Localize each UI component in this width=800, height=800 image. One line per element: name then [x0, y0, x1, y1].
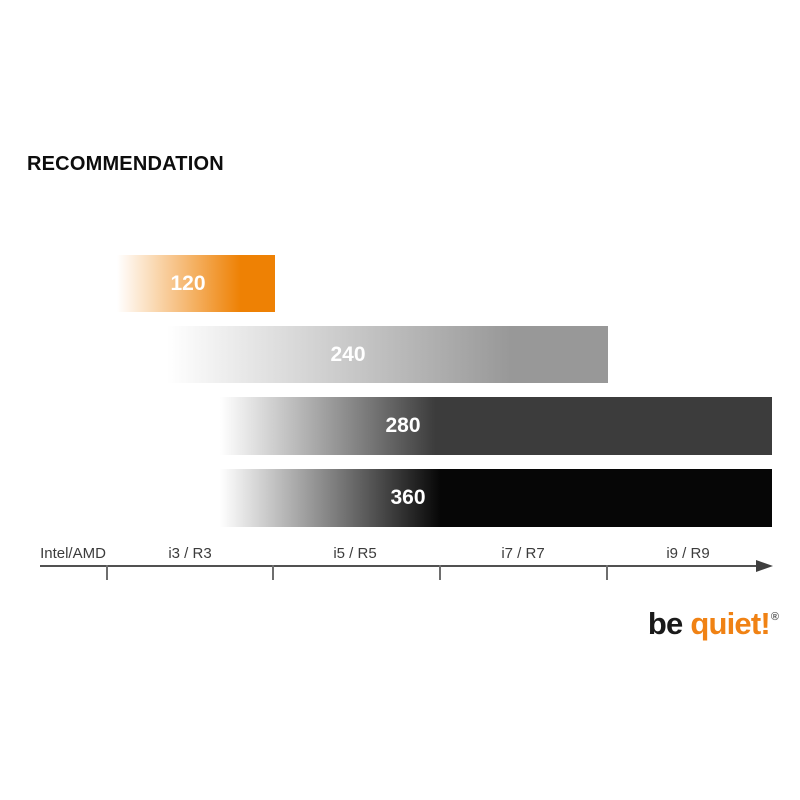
axis-label-i9-r9: i9 / R9 [666, 545, 710, 562]
axis-label-i3-r3: i3 / R3 [168, 545, 212, 562]
bar-row-240: 240 [167, 326, 608, 383]
bar-row-120: 120 [117, 255, 275, 312]
bar-row-360: 360 [220, 469, 772, 527]
axis-tick [272, 565, 274, 580]
registered-trademark-icon: ® [770, 611, 779, 623]
bar-label-360: 360 [390, 486, 426, 509]
bar-label-240: 240 [330, 343, 366, 366]
axis-label-i5-r5: i5 / R5 [333, 545, 377, 562]
axis-label-i7-r7: i7 / R7 [501, 545, 545, 562]
bar-row-280: 280 [220, 397, 772, 455]
be-quiet-logo: be quiet!® [647, 606, 779, 649]
page-title: RECOMMENDATION [27, 153, 224, 175]
axis-tick [439, 565, 441, 580]
axis-line [40, 565, 758, 567]
logo-word-be: be [647, 606, 683, 641]
axis-arrow-icon [756, 560, 773, 572]
logo-word-quiet: quiet! [690, 606, 770, 641]
axis-tick [606, 565, 608, 580]
bar-label-280: 280 [385, 414, 421, 437]
axis-tick [106, 565, 108, 580]
bar-label-120: 120 [170, 272, 206, 295]
axis-label-intel-amd: Intel/AMD [40, 545, 106, 562]
